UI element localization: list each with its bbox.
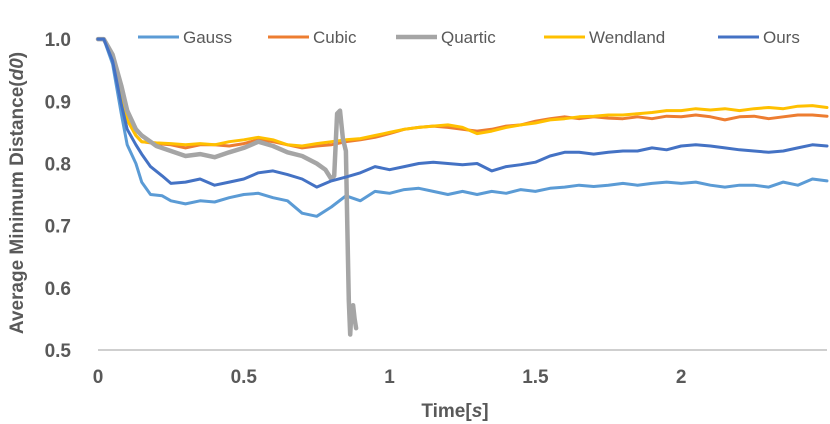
y-axis-ticks: 0.5 0.6 0.7 0.8 0.9 1.0: [45, 30, 72, 362]
y-tick-label: 1.0: [45, 30, 71, 51]
series-line-gauss: [96, 37, 829, 218]
y-axis-title-prefix: Average Minimum Distance(: [7, 80, 28, 334]
series-line-wendland: [96, 37, 829, 148]
x-axis-title: Time[s]: [421, 401, 488, 422]
x-tick-label: 2: [676, 367, 687, 388]
y-axis-title: Average Minimum Distance(d0): [7, 52, 28, 334]
series-layer: [95, 36, 829, 337]
x-axis-ticks: 0 0.5 1 1.5 2: [93, 367, 687, 388]
x-tick-label: 1: [384, 367, 395, 388]
x-tick-label: 0: [93, 367, 104, 388]
x-axis-title-unit: s: [472, 401, 483, 422]
legend-label-ours: Ours: [763, 28, 800, 47]
y-tick-label: 0.5: [45, 341, 72, 362]
y-axis-title-unit: d0: [7, 58, 28, 81]
x-axis-title-prefix: Time[: [421, 401, 472, 422]
x-axis-title-suffix: ]: [482, 401, 488, 422]
series-line-ours: [96, 37, 829, 189]
series-line-cubic: [96, 37, 829, 150]
legend-label-gauss: Gauss: [183, 28, 232, 47]
legend-label-wendland: Wendland: [589, 28, 665, 47]
y-tick-label: 0.7: [45, 217, 71, 238]
legend-label-quartic: Quartic: [441, 28, 496, 47]
series-line-quartic: [95, 36, 359, 337]
y-axis-title-suffix: ): [7, 52, 28, 58]
legend-label-cubic: Cubic: [313, 28, 357, 47]
y-tick-label: 0.9: [45, 92, 71, 113]
x-tick-label: 0.5: [231, 367, 258, 388]
x-tick-label: 1.5: [522, 367, 549, 388]
y-tick-label: 0.8: [45, 154, 71, 175]
legend: Gauss Cubic Quartic Wendland Ours: [138, 28, 800, 47]
y-tick-label: 0.6: [45, 279, 71, 300]
plot-area: [95, 36, 829, 351]
